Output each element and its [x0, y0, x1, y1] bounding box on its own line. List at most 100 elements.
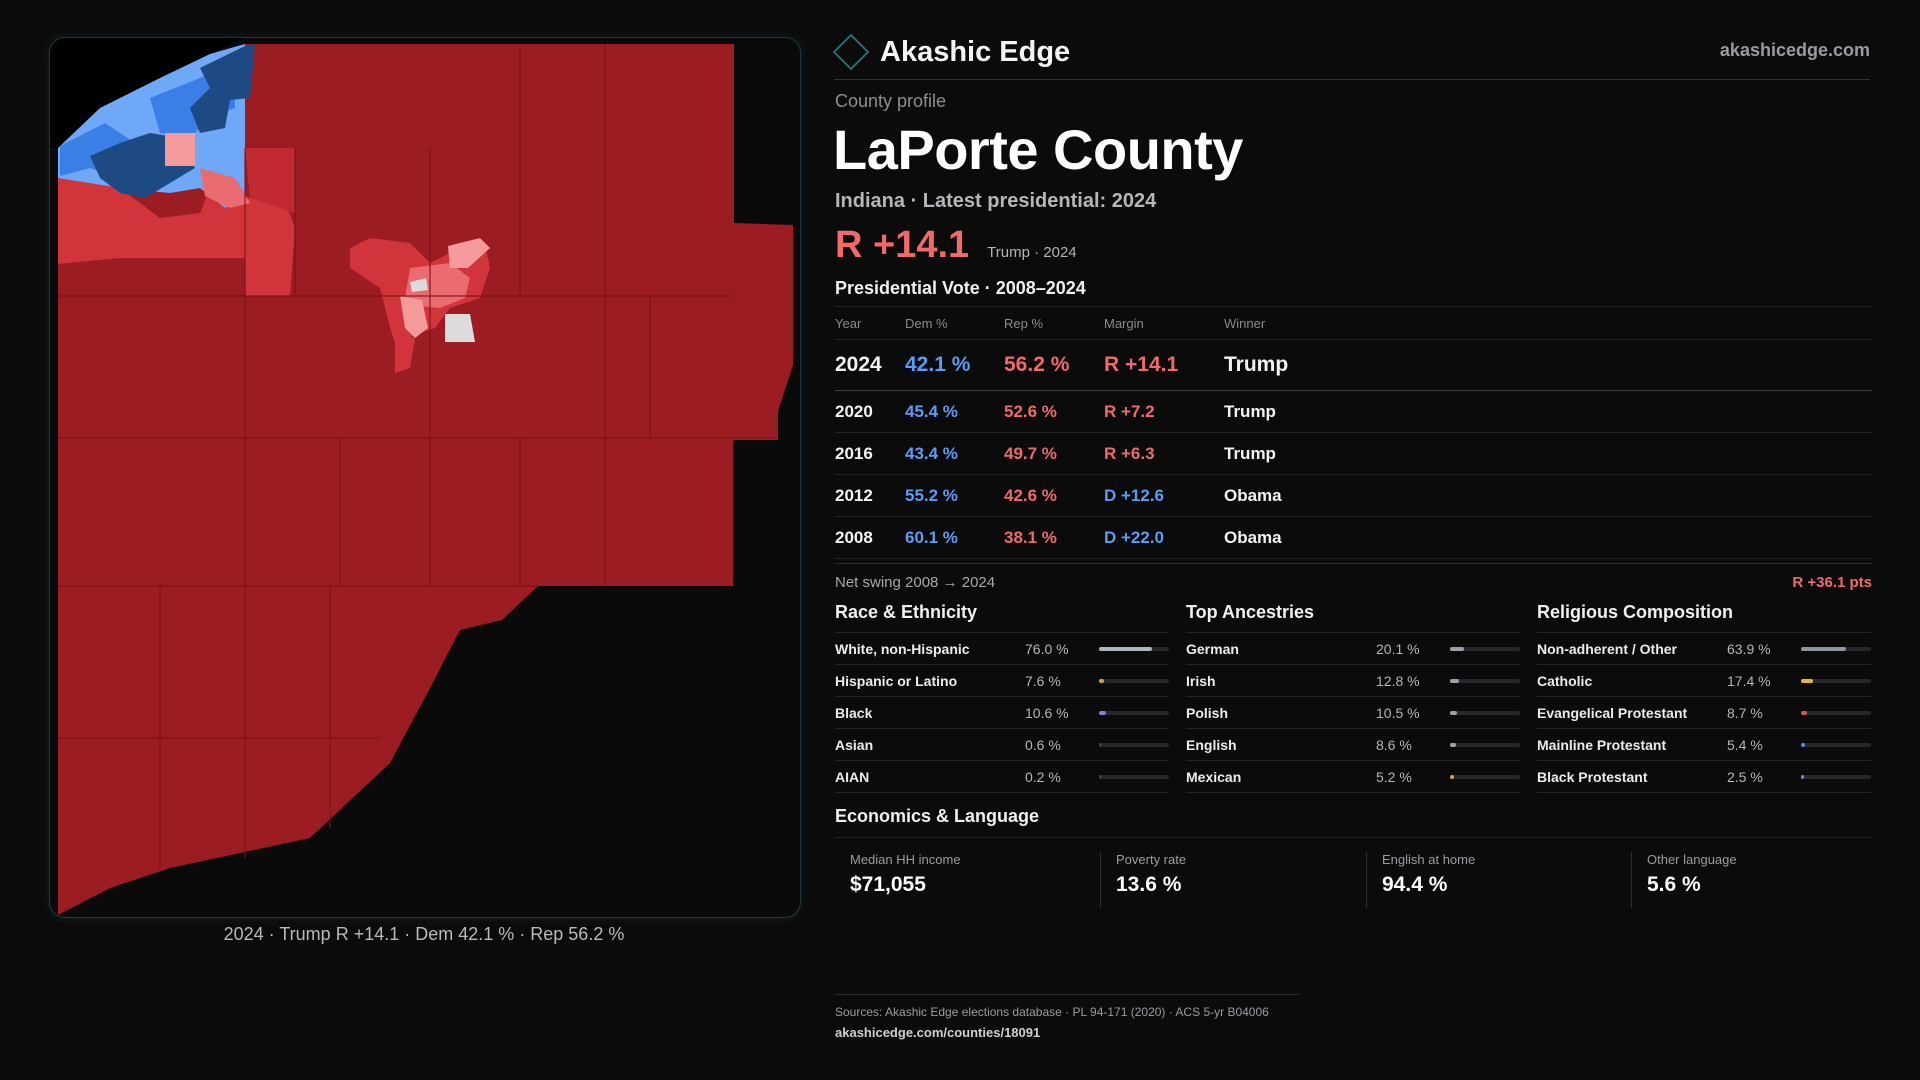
row-margin: D +22.0 — [1104, 527, 1165, 547]
brand[interactable]: Akashic Edge — [832, 32, 1070, 72]
item-name: Evangelical Protestant — [1537, 704, 1688, 721]
religion-title: Religious Composition — [1537, 602, 1733, 622]
item-name: Catholic — [1537, 672, 1593, 689]
item-name: AIAN — [835, 768, 870, 785]
headline-winner: Trump · 2024 — [987, 244, 1077, 261]
row-rep: 42.6 % — [1004, 485, 1057, 505]
percent-bar — [1099, 678, 1169, 683]
item-percent: 5.2 % — [1376, 768, 1412, 785]
col-year: Year — [835, 315, 862, 331]
table-row: 2016 43.4 % 49.7 % R +6.3 Trump — [835, 433, 1872, 475]
swing-label: Net swing 2008 → 2024 — [835, 574, 996, 591]
table-row: 2008 60.1 % 38.1 % D +22.0 Obama — [835, 517, 1872, 559]
percent-bar-fill — [1801, 774, 1804, 779]
row-winner: Trump — [1224, 401, 1276, 421]
percent-bar — [1801, 710, 1871, 715]
percent-bar-fill — [1099, 646, 1153, 651]
list-item: AIAN 0.2 % — [835, 760, 1169, 793]
stat-label: Poverty rate — [1116, 852, 1187, 867]
item-percent: 0.2 % — [1025, 768, 1061, 785]
precinct-pale-r-laporte-2 — [400, 296, 428, 338]
stat-poverty-rate: Poverty rate 13.6 % — [1100, 852, 1366, 908]
percent-bar — [1099, 774, 1169, 779]
stat-english-home: English at home 94.4 % — [1366, 852, 1632, 908]
percent-bar-fill — [1801, 646, 1846, 651]
item-percent: 7.6 % — [1025, 672, 1061, 689]
page-title: LaPorte County — [833, 118, 1243, 181]
net-swing-row: Net swing 2008 → 2024 R +36.1 pts — [835, 563, 1872, 591]
item-name: German — [1186, 640, 1239, 657]
row-rep: 38.1 % — [1004, 527, 1057, 547]
precinct-light-r-laporte — [405, 263, 470, 308]
percent-bar-fill — [1450, 742, 1457, 747]
row-margin: R +7.2 — [1104, 401, 1155, 421]
list-item: Hispanic or Latino 7.6 % — [835, 664, 1169, 696]
item-percent: 8.6 % — [1376, 736, 1412, 753]
precinct-lean-r-laporte-tail — [390, 328, 415, 373]
precinct-pale-r-laporte — [448, 238, 490, 268]
list-item: Asian 0.6 % — [835, 728, 1169, 760]
brand-url-link[interactable]: akashicedge.com — [1719, 40, 1870, 60]
stat-value: 5.6 % — [1647, 873, 1701, 896]
row-dem: 60.1 % — [905, 527, 958, 547]
item-name: Mexican — [1186, 768, 1242, 785]
item-name: Black — [835, 704, 873, 721]
map-caption: 2024 · Trump R +14.1 · Dem 42.1 % · Rep … — [223, 924, 625, 944]
profile-subtitle: Indiana · Latest presidential: 2024 — [835, 190, 1157, 212]
stat-label: Other language — [1647, 852, 1737, 867]
ancestries-panel: Top Ancestries German 20.1 % Irish 12.8 % Po… — [1186, 602, 1520, 793]
item-name: Hispanic or Latino — [835, 672, 958, 689]
stat-label: English at home — [1382, 852, 1476, 867]
county-url-link[interactable]: akashicedge.com/counties/18091 — [835, 1025, 1041, 1040]
col-rep: Rep % — [1004, 315, 1044, 331]
percent-bar-fill — [1801, 710, 1808, 715]
header-divider — [834, 79, 1870, 80]
item-percent: 8.7 % — [1727, 704, 1763, 721]
row-margin: R +6.3 — [1104, 443, 1155, 463]
percent-bar-fill — [1801, 742, 1805, 747]
row-rep: 56.2 % — [1004, 353, 1070, 376]
percent-bar-fill — [1801, 678, 1814, 683]
stat-value: 13.6 % — [1116, 873, 1182, 896]
item-name: Mainline Protestant — [1537, 736, 1667, 753]
stat-median-income: Median HH income $71,055 — [835, 852, 1100, 908]
headline-margin: R +14.1 — [835, 224, 970, 266]
row-year: 2020 — [835, 401, 873, 421]
list-item: Black 10.6 % — [835, 696, 1169, 728]
percent-bar — [1801, 774, 1871, 779]
item-name: Polish — [1186, 704, 1229, 721]
percent-bar — [1801, 678, 1871, 683]
item-percent: 10.6 % — [1025, 704, 1069, 721]
item-percent: 2.5 % — [1727, 768, 1763, 785]
sources-text: Sources: Akashic Edge elections database… — [835, 1005, 1269, 1019]
lake-area — [50, 38, 245, 148]
list-item: Irish 12.8 % — [1186, 664, 1520, 696]
col-winner: Winner — [1224, 315, 1266, 331]
row-winner: Obama — [1224, 485, 1282, 505]
row-year: 2016 — [835, 443, 873, 463]
precinct-tossup — [445, 314, 475, 342]
county-precinct-map[interactable] — [50, 38, 800, 917]
item-name: Black Protestant — [1537, 768, 1648, 785]
col-margin: Margin — [1104, 315, 1144, 331]
precinct-lean-r-west — [58, 178, 295, 296]
percent-bar — [1801, 742, 1871, 747]
footer-divider — [835, 994, 1299, 995]
vote-section-title: Presidential Vote · 2008–2024 — [835, 278, 1086, 298]
stat-other-language: Other language 5.6 % — [1631, 852, 1887, 908]
row-dem: 43.4 % — [905, 443, 958, 463]
col-dem: Dem % — [905, 315, 948, 331]
list-item: White, non-Hispanic 76.0 % — [835, 632, 1169, 664]
item-percent: 17.4 % — [1727, 672, 1771, 689]
precinct-pale-r — [165, 133, 195, 166]
precinct-tossup-2 — [410, 278, 428, 292]
item-percent: 12.8 % — [1376, 672, 1420, 689]
vote-table-header: Year Dem % Rep % Margin Winner — [835, 306, 1872, 340]
row-rep: 52.6 % — [1004, 401, 1057, 421]
list-item: Mainline Protestant 5.4 % — [1537, 728, 1871, 760]
percent-bar — [1099, 742, 1169, 747]
race-title: Race & Ethnicity — [835, 602, 978, 622]
percent-bar — [1450, 710, 1520, 715]
county-map-panel[interactable] — [49, 37, 801, 918]
item-name: Asian — [835, 736, 874, 753]
